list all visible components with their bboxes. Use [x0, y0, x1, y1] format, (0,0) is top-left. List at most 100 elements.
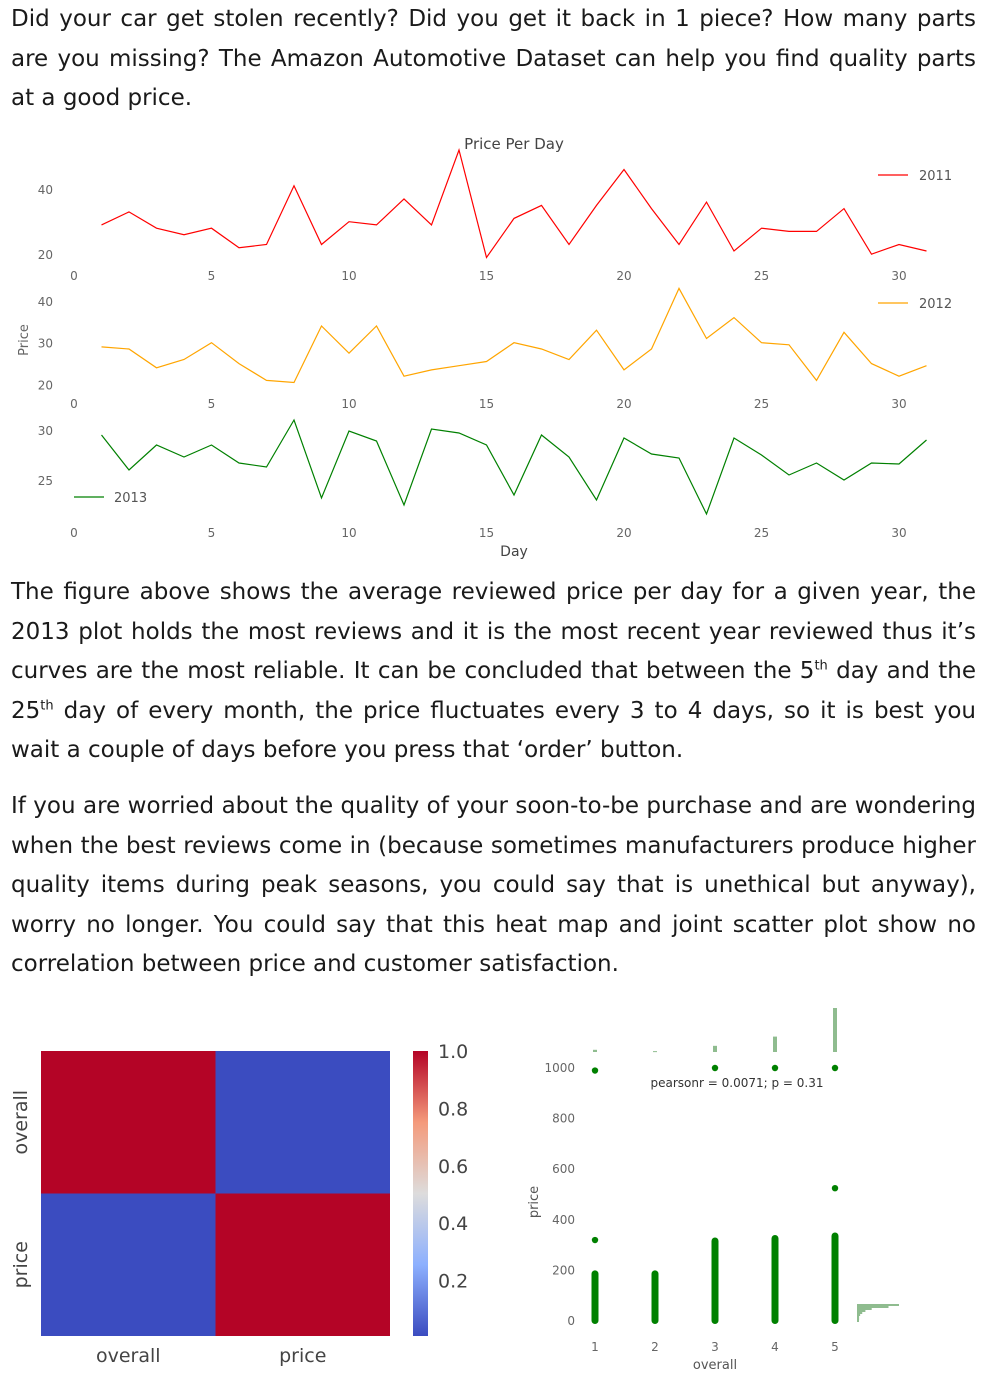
x-tick-label: 10 — [341, 397, 356, 411]
scatter-point — [591, 1067, 599, 1074]
series-line-2011 — [101, 147, 927, 259]
y-tick-label: 40 — [38, 295, 53, 309]
analysis-paragraph: The figure above shows the average revie… — [11, 573, 976, 771]
top-histogram-bar — [593, 1049, 597, 1052]
price-per-day-chart: Price Per Day Price Day 20 40 0 5 10 15 20 25 30… — [17, 135, 952, 560]
scatter-cluster-3 — [711, 1237, 719, 1324]
top-histogram-bar — [653, 1051, 657, 1053]
legend-label-2012: 2012 — [919, 297, 952, 312]
top-histogram-bar — [833, 1008, 837, 1052]
y-tick-label: 30 — [38, 424, 53, 438]
scatter-xlabel: overall — [693, 1358, 737, 1373]
heatmap-cell-overall-overall — [41, 1051, 216, 1194]
scatter-point — [831, 1064, 839, 1072]
series-line-2013 — [101, 418, 927, 516]
colorbar-tick-label: 1.0 — [438, 1041, 468, 1063]
scatter-x-tick: 3 — [711, 1340, 719, 1354]
top-histogram-bar — [713, 1045, 717, 1052]
scatter-x-tick: 5 — [831, 1340, 839, 1354]
right-histogram-bar — [857, 1316, 860, 1318]
line-chart-title: Price Per Day — [464, 135, 564, 153]
scatter-cluster-1 — [591, 1270, 599, 1324]
x-tick-label: 10 — [341, 526, 356, 540]
x-tick-label: 15 — [479, 269, 494, 283]
x-tick-label: 0 — [70, 526, 78, 540]
x-tick-label: 5 — [208, 526, 216, 540]
heatmap-col-label: overall — [96, 1345, 161, 1367]
scatter-point — [711, 1064, 719, 1072]
x-tick-label: 30 — [891, 397, 906, 411]
y-tick-label: 25 — [38, 474, 53, 488]
heatmap-cell-price-overall — [41, 1193, 216, 1336]
x-tick-label: 0 — [70, 397, 78, 411]
superscript-th-1: th — [814, 658, 828, 674]
scatter-y-tick: 600 — [552, 1162, 575, 1176]
superscript-th-2: th — [40, 698, 54, 714]
x-tick-label: 20 — [616, 397, 631, 411]
scatter-point — [591, 1236, 599, 1244]
y-tick-label: 30 — [38, 337, 53, 351]
y-tick-label: 40 — [38, 183, 53, 197]
right-histogram-bar — [857, 1312, 863, 1314]
legend-label-2013: 2013 — [114, 491, 147, 506]
heatmap-cell-price-price — [215, 1193, 390, 1336]
y-tick-label: 20 — [38, 248, 53, 262]
quality-paragraph: If you are worried about the quality of … — [11, 793, 976, 978]
y-tick-label: 20 — [38, 379, 53, 393]
right-histogram-bar — [857, 1306, 889, 1308]
x-tick-label: 10 — [341, 269, 356, 283]
x-tick-label: 25 — [754, 269, 769, 283]
line-chart-xlabel: Day — [500, 544, 528, 560]
x-tick-label: 20 — [616, 526, 631, 540]
colorbar-tick-label: 0.8 — [438, 1098, 468, 1120]
scatter-x-tick: 1 — [591, 1340, 599, 1354]
x-tick-label: 5 — [208, 269, 216, 283]
colorbar — [413, 1051, 428, 1336]
intro-paragraph: Did your car get stolen recently? Did yo… — [11, 6, 976, 112]
right-histogram-bar — [857, 1318, 860, 1320]
legend-label-2011: 2011 — [919, 169, 952, 184]
right-histogram-bar — [857, 1304, 899, 1306]
x-tick-label: 30 — [891, 526, 906, 540]
x-tick-label: 15 — [479, 526, 494, 540]
line-chart-ylabel: Price — [17, 324, 32, 356]
scatter-ylabel: price — [527, 1186, 542, 1218]
x-tick-label: 15 — [479, 397, 494, 411]
x-tick-label: 25 — [754, 526, 769, 540]
scatter-cluster-5 — [831, 1232, 839, 1324]
scatter-x-tick: 4 — [771, 1340, 779, 1354]
colorbar-tick-label: 0.2 — [438, 1271, 468, 1293]
colorbar-tick-label: 0.4 — [438, 1213, 468, 1235]
scatter-annotation: pearsonr = 0.0071; p = 0.31 — [651, 1076, 824, 1090]
analysis-text-b: day and the 25 — [11, 658, 976, 724]
scatter-y-tick: 1000 — [544, 1061, 575, 1075]
right-histogram-bar — [857, 1308, 872, 1310]
joint-scatter-plot: 0 200 400 600 800 1000 1 2 3 4 5 pearsonr = 0.0071… — [527, 1008, 899, 1373]
heatmap-cell-overall-price — [215, 1051, 390, 1194]
series-line-2012 — [101, 287, 927, 384]
top-histogram-bar — [773, 1036, 777, 1052]
colorbar-tick-label: 0.6 — [438, 1156, 468, 1178]
scatter-x-tick: 2 — [651, 1340, 659, 1354]
x-tick-label: 20 — [616, 269, 631, 283]
right-histogram-bar — [857, 1310, 866, 1312]
scatter-point — [831, 1184, 839, 1192]
right-histogram-bar — [857, 1314, 861, 1316]
analysis-text-c: day of every month, the price fluctuates… — [11, 697, 976, 764]
right-histogram-bar — [857, 1320, 859, 1322]
x-tick-label: 25 — [754, 397, 769, 411]
heatmap-col-label: price — [279, 1345, 326, 1367]
x-tick-label: 30 — [891, 269, 906, 283]
scatter-point — [771, 1064, 779, 1072]
scatter-cluster-2 — [651, 1270, 659, 1324]
scatter-y-tick: 400 — [552, 1213, 575, 1227]
heatmap-row-label: price — [10, 1241, 32, 1288]
scatter-y-tick: 0 — [567, 1314, 575, 1328]
scatter-y-tick: 800 — [552, 1112, 575, 1126]
heatmap-row-label: overall — [10, 1090, 32, 1155]
scatter-y-tick: 200 — [552, 1263, 575, 1277]
correlation-heatmap: overall price overall price 1.0 0.8 0.6 0.4 0.2 — [10, 1041, 468, 1367]
x-tick-label: 0 — [70, 269, 78, 283]
scatter-cluster-4 — [771, 1234, 779, 1324]
analysis-text-a: The figure above shows the average revie… — [11, 579, 976, 685]
